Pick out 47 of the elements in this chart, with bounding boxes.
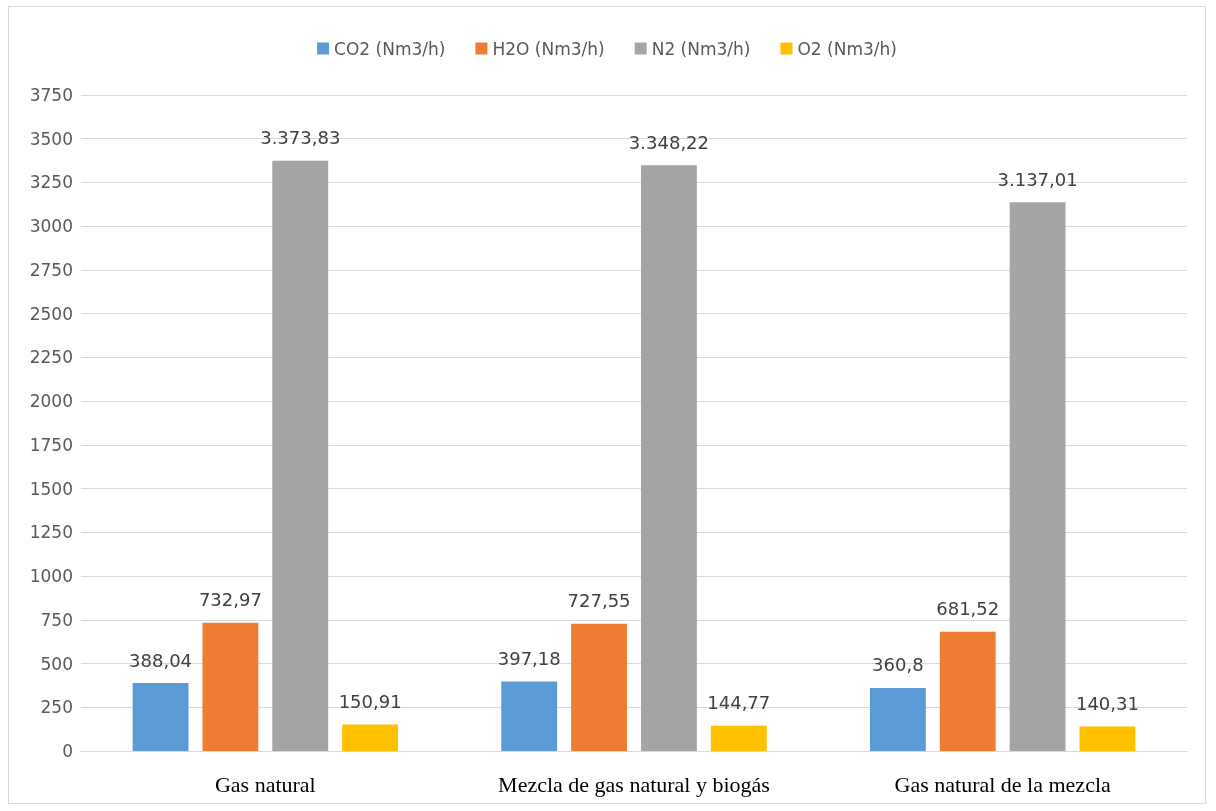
bar	[1079, 726, 1136, 751]
y-tick-label: 1750	[29, 434, 73, 455]
data-label: 397,18	[497, 648, 561, 670]
data-label: 732,97	[198, 589, 262, 611]
y-tick-label: 3250	[29, 172, 73, 193]
bar	[869, 687, 926, 751]
y-tick-label: 0	[62, 741, 73, 761]
y-tick-label: 3000	[29, 216, 73, 237]
y-tick-label: 3500	[29, 128, 73, 149]
data-label: 727,55	[567, 590, 631, 612]
legend-label: O2 (Nm3/h)	[797, 38, 897, 59]
y-tick-label: 2750	[29, 259, 73, 280]
y-tick-label: 3750	[29, 85, 73, 105]
data-label: 150,91	[338, 691, 402, 713]
y-tick-label: 1250	[29, 522, 73, 543]
y-tick-label: 500	[40, 653, 73, 674]
y-tick-label: 2500	[29, 303, 73, 324]
bar	[571, 623, 628, 751]
bar	[1009, 202, 1066, 751]
bar	[132, 683, 189, 751]
y-tick-label: 750	[40, 609, 73, 630]
y-tick-label: 2000	[29, 391, 73, 412]
y-tick-label: 1500	[29, 478, 73, 499]
bar	[342, 724, 399, 751]
legend-label: CO2 (Nm3/h)	[334, 38, 446, 59]
legend-label: H2O (Nm3/h)	[492, 38, 605, 59]
data-label: 3.348,22	[628, 131, 709, 153]
data-label: 388,04	[129, 649, 193, 671]
data-label: 681,52	[936, 598, 1000, 620]
data-label: 140,31	[1075, 692, 1139, 714]
bar	[710, 725, 767, 751]
x-tick-label: Gas natural	[214, 771, 316, 797]
data-label: 144,77	[707, 692, 771, 714]
data-label: 3.137,01	[997, 168, 1078, 190]
bar	[501, 681, 558, 751]
y-tick-label: 1000	[29, 566, 73, 587]
x-tick-label: Mezcla de gas natural y biogás	[498, 771, 770, 797]
y-tick-label: 2250	[29, 347, 73, 368]
data-label: 360,8	[872, 654, 924, 676]
bar	[202, 622, 259, 751]
bar	[939, 631, 996, 751]
y-tick-label: 250	[40, 697, 73, 718]
data-label: 3.373,83	[260, 127, 341, 149]
x-tick-label: Gas natural de la mezcla	[894, 771, 1112, 797]
legend-label: N2 (Nm3/h)	[651, 38, 751, 59]
bar	[272, 160, 329, 751]
bar	[640, 165, 697, 751]
